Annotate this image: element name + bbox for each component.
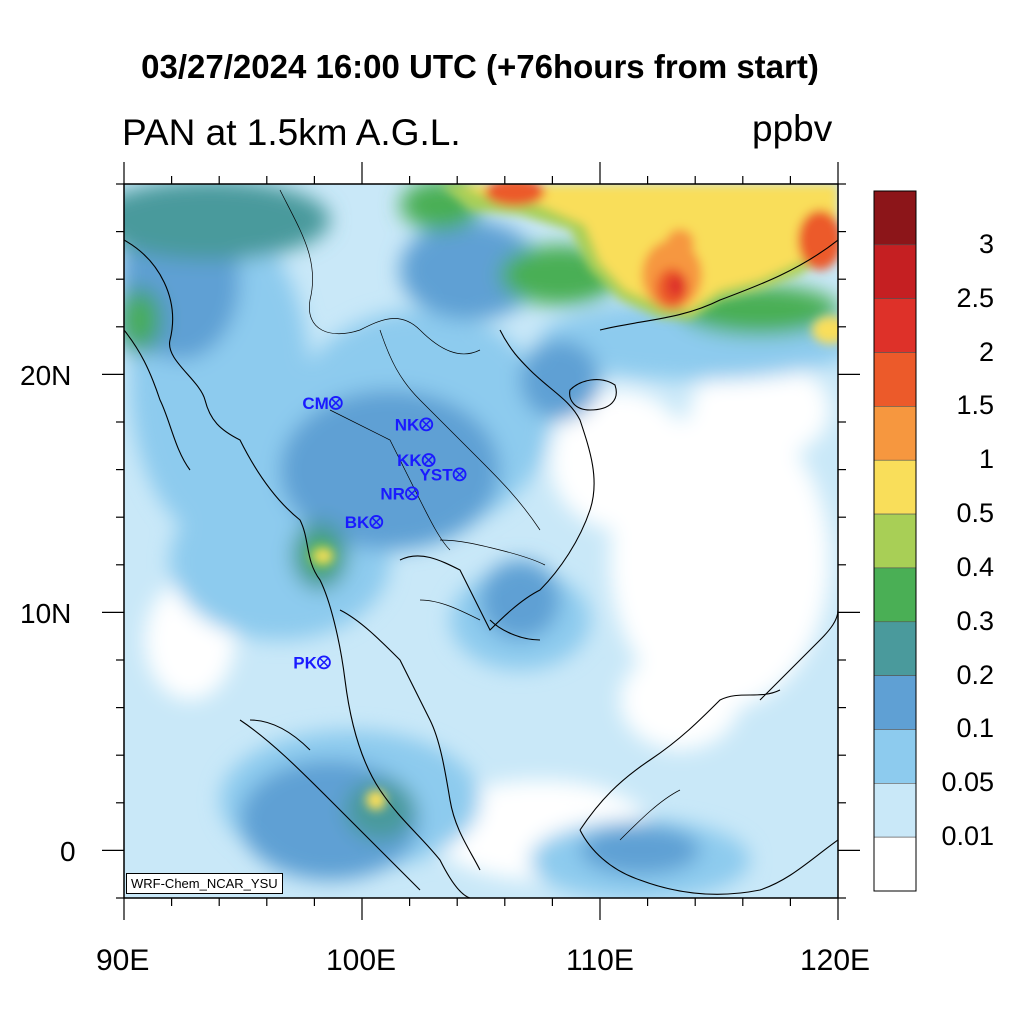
lon-label-120e: 120E [800, 944, 871, 977]
colorbar-label: 0.2 [956, 659, 994, 690]
colorbar-label: 0.1 [956, 713, 994, 744]
borders [279, 189, 681, 841]
svg-text:PK: PK [293, 653, 317, 672]
field-layer [124, 184, 838, 898]
svg-text:YST: YST [420, 465, 454, 484]
field-high [310, 184, 838, 810]
colorbar-swatch [873, 675, 917, 730]
colorbar-swatch [873, 567, 917, 623]
model-credit: WRF-Chem_NCAR_YSU [126, 873, 283, 894]
colorbar-swatch [873, 729, 917, 784]
plot-title: 03/27/2024 16:00 UTC (+76hours from star… [141, 48, 819, 85]
station-cm: CM [302, 394, 343, 413]
colorbar-swatch [873, 190, 917, 246]
svg-text:CM: CM [302, 394, 328, 413]
svg-text:NR: NR [380, 484, 405, 503]
colorbar-label: 0.3 [956, 605, 994, 636]
colorbar-swatch [873, 783, 917, 838]
station-bk: BK [345, 513, 384, 532]
lat-label-20n: 20N [20, 360, 72, 391]
station-kk: KK [397, 451, 436, 470]
units-label: ppbv [752, 108, 833, 149]
colorbar-label: 0.05 [941, 767, 994, 798]
station-nr: NR [380, 484, 419, 503]
lat-label-0: 0 [60, 836, 76, 867]
svg-text:NK: NK [395, 415, 420, 434]
colorbar-label: 2.5 [956, 282, 994, 313]
axis-ticks [102, 162, 860, 920]
lon-label-90e: 90E [96, 944, 150, 977]
svg-text:BK: BK [345, 513, 370, 532]
field-blobs [124, 184, 838, 898]
lat-label-10n: 10N [20, 598, 72, 629]
station-yst: YST [420, 465, 467, 484]
colorbar-swatch [873, 244, 917, 299]
colorbar-label: 1.5 [956, 390, 994, 421]
station-nk: NK [395, 415, 434, 434]
colorbar-swatch [873, 621, 917, 676]
colorbar-label: 0.5 [956, 498, 994, 529]
lon-label-100e: 100E [326, 944, 397, 977]
colorbar-label: 0.01 [941, 821, 994, 852]
colorbar-swatch [873, 298, 917, 353]
colorbar-swatch [873, 836, 917, 892]
colorbar-swatch [873, 406, 917, 461]
colorbar-label: 3 [978, 228, 994, 259]
colorbar-label: 1 [978, 444, 994, 475]
colorbar [873, 190, 917, 892]
colorbar-swatch [873, 513, 917, 569]
station-pk: PK [293, 653, 331, 672]
coastlines [124, 239, 838, 898]
svg-text:KK: KK [397, 451, 422, 470]
lon-label-110e: 110E [566, 944, 634, 977]
colorbar-label: 2 [978, 336, 994, 367]
variable-label: PAN at 1.5km A.G.L. [122, 112, 461, 153]
colorbar-label: 0.4 [956, 551, 994, 582]
colorbar-swatch [873, 459, 917, 515]
colorbar-swatch [873, 352, 917, 407]
plot-frame [123, 183, 839, 899]
